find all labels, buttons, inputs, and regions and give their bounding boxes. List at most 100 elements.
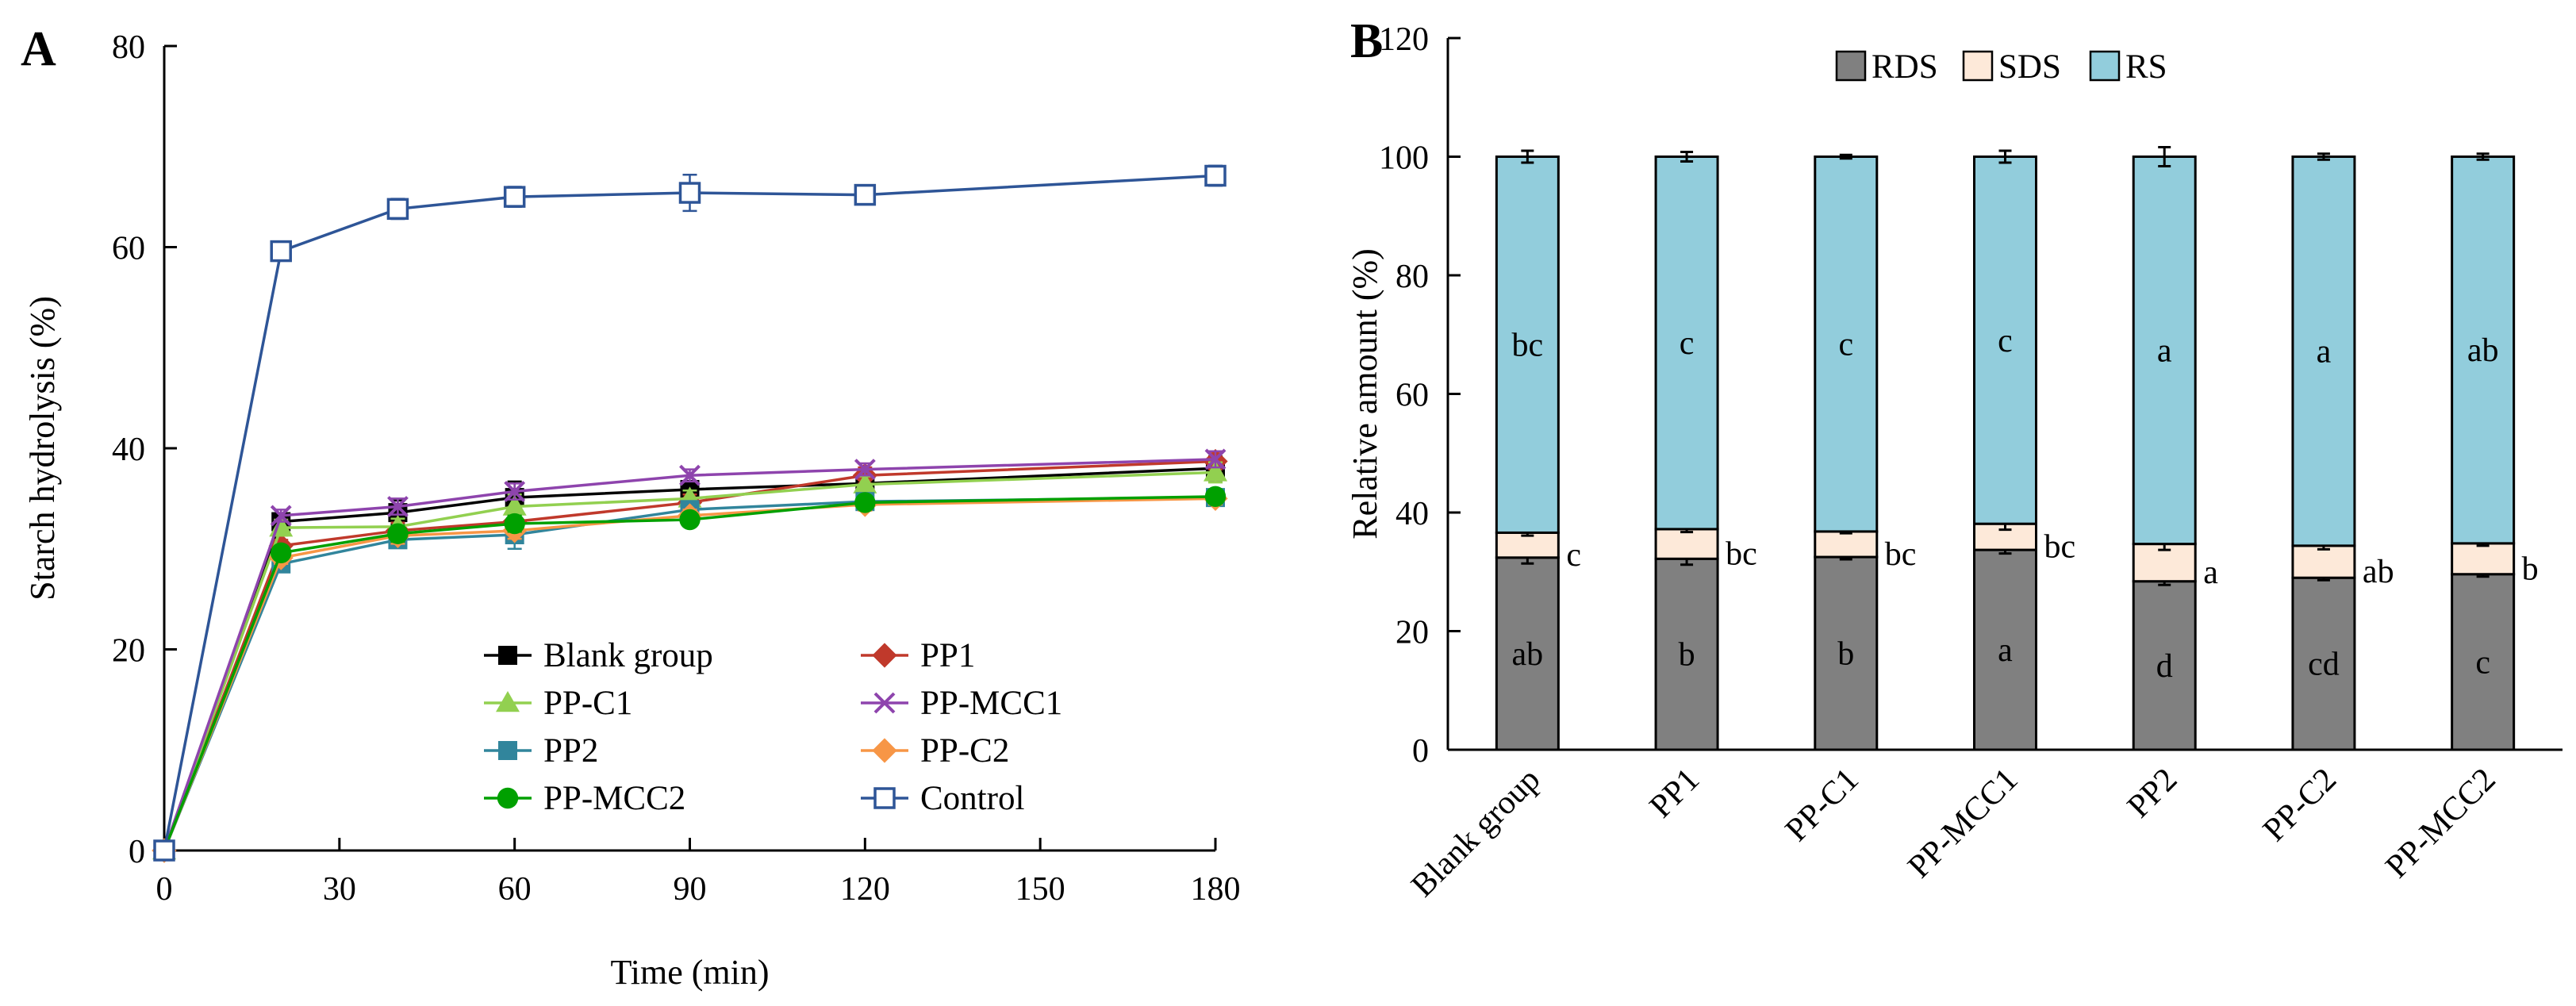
error-bar [1839, 153, 1852, 160]
legend-marker [496, 691, 520, 712]
significance-letter-rds: d [2156, 648, 2173, 685]
bar-sds [2451, 542, 2516, 576]
legend-item-pp-mcc2: PP-MCC2 [484, 780, 685, 817]
point-pp-c1 [853, 472, 877, 493]
b-y-tick-label: 100 [1379, 140, 1429, 177]
significance-letter-sds: a [2203, 555, 2218, 591]
bar-rs [1495, 156, 1560, 534]
series-control [153, 164, 1227, 862]
b-x-tick-label: PP-C2 [2256, 762, 2344, 849]
bar-stack-pp2: d a a [2132, 146, 2218, 751]
legend-item-rds: RDS [1835, 48, 1938, 86]
legend-label: RDS [1872, 48, 1938, 86]
significance-letter-rs: bc [1512, 327, 1544, 363]
significance-letter-rds: cd [2308, 647, 2340, 683]
error-bar [1521, 149, 1534, 164]
bar-rds [2291, 576, 2356, 751]
legend-marker [873, 787, 896, 809]
b-y-tick-label: 0 [1412, 733, 1429, 770]
significance-letter-rds: a [1998, 632, 2013, 669]
legend-item-pp2: PP2 [484, 732, 598, 770]
a-y-tick-label: 80 [112, 29, 145, 66]
legend-item-pp-c1: PP-C1 [484, 685, 632, 722]
a-x-tick-label: 180 [1191, 871, 1241, 908]
significance-letter-sds: ab [2363, 554, 2394, 590]
b-y-tick-label: 20 [1395, 615, 1429, 651]
error-bar [2476, 152, 2490, 161]
bar-rds [2451, 573, 2516, 751]
significance-letter-rds: c [2475, 644, 2490, 681]
point-pp-mcc2 [504, 513, 525, 535]
legend-label: PP-C1 [543, 685, 632, 722]
b-x-tick-label: PP-MCC2 [2378, 762, 2502, 885]
point-control [854, 183, 877, 206]
legend-marker [497, 787, 519, 809]
significance-letter-rs: c [1680, 325, 1695, 362]
significance-letter-rs: ab [2467, 332, 2499, 369]
point-pp-mcc1 [387, 496, 409, 517]
panel-b: B 0 20 40 60 80 100 120 Blank group PP1 PP-C1 PP-M… [1346, 14, 2563, 904]
significance-letter-sds: bc [1726, 536, 1757, 573]
point-control [678, 182, 701, 204]
point-control [270, 240, 292, 263]
panel-a-label: A [21, 22, 56, 76]
b-x-tick-label: PP1 [1643, 762, 1706, 825]
panel-a-legend: Blank group PP1 PP-C1 PP-MCC1 PP2 PP-C2 PP-MCC… [484, 637, 1062, 817]
panel-b-label: B [1350, 14, 1383, 68]
b-x-tick-label: Blank group [1404, 762, 1547, 904]
a-x-tick-label: 90 [674, 871, 707, 908]
a-x-tick-label: 60 [498, 871, 532, 908]
bar-rds [1814, 555, 1879, 751]
significance-letter-sds: bc [1885, 536, 1917, 573]
bar-sds [1814, 530, 1879, 559]
significance-letter-sds: b [2522, 551, 2539, 587]
a-y-tick-label: 20 [112, 633, 145, 670]
error-bar [2158, 146, 2171, 167]
legend-label: PP-C2 [920, 732, 1009, 770]
b-y-tick-label: 40 [1395, 496, 1429, 532]
legend-label: SDS [1998, 48, 2061, 86]
legend-label: Control [920, 780, 1024, 817]
panel-a-x-axis-title: Time (min) [610, 953, 769, 992]
point-control [503, 186, 526, 208]
legend-label: PP1 [920, 637, 975, 674]
bar-rs [2132, 156, 2197, 546]
legend-item-control: Control [861, 780, 1024, 817]
bar-sds [2291, 544, 2356, 579]
a-y-tick-label: 0 [129, 834, 145, 870]
legend-label: PP-MCC1 [920, 685, 1062, 722]
bar-stack-pp-c1: b bc c [1814, 153, 1917, 751]
panel-b-legend: RDS SDS RS [1835, 48, 2167, 86]
point-pp-mcc2 [387, 523, 409, 544]
bar-stack-pp1: b bc c [1654, 151, 1757, 751]
line-pp-c2 [163, 497, 1216, 851]
panel-a-y-axis-title: Starch hydrolysis (%) [23, 296, 62, 601]
legend-swatch [1962, 50, 1994, 82]
panel-b-y-axis-title: Relative amount (%) [1346, 248, 1384, 539]
a-y-tick-label: 60 [112, 231, 145, 267]
significance-letter-rds: ab [1512, 636, 1544, 673]
bar-stack-pp-mcc1: a bc c [1973, 149, 2075, 751]
significance-letter-rs: c [1998, 323, 2013, 359]
significance-letter-rs: a [2317, 334, 2332, 371]
legend-marker [873, 692, 896, 714]
point-pp-mcc1 [504, 481, 526, 502]
a-y-tick-label: 40 [112, 432, 145, 468]
error-bar [1680, 151, 1694, 163]
point-pp-mcc1 [1204, 448, 1227, 470]
b-y-tick-label: 60 [1395, 378, 1429, 414]
point-pp-mcc2 [854, 492, 876, 513]
legend-item-pp-mcc1: PP-MCC1 [861, 685, 1062, 722]
a-x-tick-label: 0 [156, 871, 173, 908]
legend-marker [872, 643, 897, 668]
b-x-tick-label: PP2 [2121, 762, 2184, 825]
bar-rs [2291, 156, 2356, 547]
legend-swatch [2089, 50, 2121, 82]
bar-stack-pp-c2: cd ab a [2291, 152, 2394, 751]
bar-rs [2451, 156, 2516, 545]
point-pp-mcc2 [271, 542, 292, 564]
panel-a: A 0 20 40 60 80 0 30 60 90 120 150 180 Blank group P… [21, 22, 1241, 992]
legend-marker [872, 738, 897, 763]
legend-marker [498, 646, 517, 665]
